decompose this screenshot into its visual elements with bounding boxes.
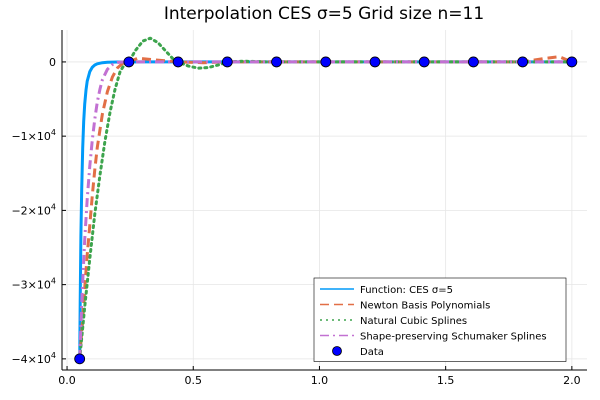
legend-label: Natural Cubic Splines: [360, 316, 467, 327]
y-tick-label-exponent: 4: [51, 277, 56, 286]
data-point: [468, 56, 479, 68]
data-point: [123, 56, 135, 68]
y-tick-label: −4×104: [11, 351, 56, 366]
chart-title: Interpolation CES σ=5 Grid size n=11: [164, 4, 484, 24]
data-points: [74, 56, 578, 365]
y-tick-label-base: −1×10: [11, 130, 50, 143]
data-point: [271, 56, 282, 68]
x-tick-label: 0.5: [185, 374, 203, 387]
y-tick-label: −1×104: [11, 128, 56, 143]
y-tick-label-base: −3×10: [11, 279, 50, 292]
legend-swatch: [332, 346, 342, 356]
y-tick-label-base: −4×10: [11, 353, 50, 366]
data-point: [74, 353, 86, 365]
y-tick-label: −3×104: [11, 277, 56, 292]
data-point: [221, 56, 233, 68]
y-tick-label-base: −2×10: [11, 204, 50, 217]
x-tick-label: 1.5: [437, 374, 455, 387]
legend-box: [313, 277, 567, 362]
series-line-4: [78, 60, 572, 359]
data-point: [566, 56, 578, 68]
data-point: [418, 56, 430, 68]
y-tick-label: −2×104: [11, 202, 56, 217]
data-point: [369, 56, 381, 68]
y-tick-label-exponent: 4: [51, 128, 56, 137]
y-tick-label-exponent: 4: [51, 351, 56, 360]
x-tick-label: 1.0: [311, 374, 329, 387]
y-tick-label-base: 0: [49, 56, 56, 69]
legend-label: Function: CES σ=5: [360, 285, 453, 296]
y-tick-label: 0: [49, 56, 56, 69]
legend-label: Newton Basis Polynomials: [360, 301, 490, 312]
x-tick-label: 0.0: [58, 374, 76, 387]
data-point: [172, 56, 184, 68]
data-point: [320, 56, 332, 68]
y-tick-label-exponent: 4: [51, 202, 56, 211]
legend: Function: CES σ=5 Newton Basis Polynomial…: [313, 277, 567, 362]
x-tick-label: 2.0: [563, 374, 581, 387]
legend-label: Data: [360, 347, 384, 358]
legend-label: Shape-preserving Schumaker Splines: [360, 332, 547, 343]
axes: 0.0 0.5 1.0 1.5 2.00−1×104−2×104−3×104−4×104: [11, 30, 587, 387]
data-point: [517, 56, 529, 68]
